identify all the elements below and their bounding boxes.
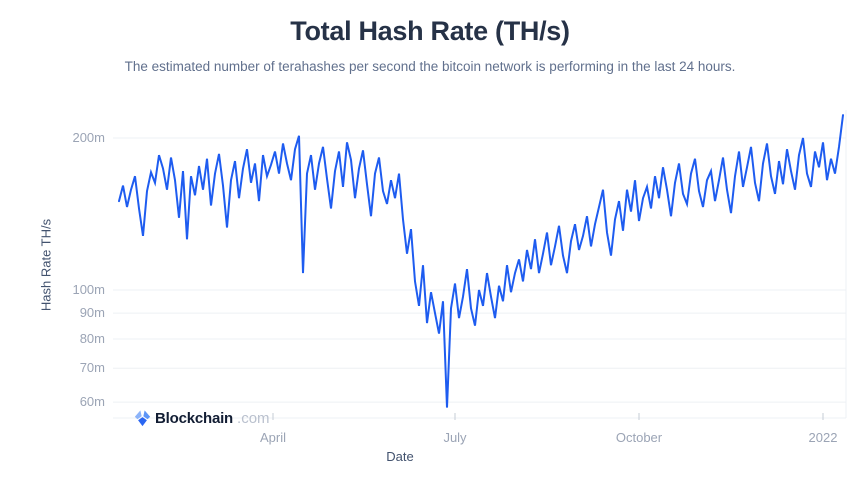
hashrate-line-series[interactable] (118, 114, 844, 408)
y-tick-label: 80m (79, 330, 105, 346)
y-tick-label: 90m (79, 305, 105, 321)
logo-suffix: .com (237, 409, 270, 427)
x-tick-label: July (443, 430, 467, 445)
x-tick-label: April (259, 430, 286, 445)
x-tick-label: October (615, 430, 663, 445)
y-tick-label: 100m (72, 282, 105, 298)
y-tick-label: 60m (79, 394, 105, 410)
page-title: Total Hash Rate (TH/s) (290, 16, 570, 46)
page-subtitle: The estimated number of terahashes per s… (124, 59, 736, 74)
x-tick-label: 2022 (808, 430, 838, 445)
blockchain-logo[interactable]: Blockchain .com (134, 408, 270, 428)
x-axis-title: Date (386, 449, 414, 464)
logo-text: Blockchain (155, 409, 234, 427)
blockchain-logo-icon (134, 410, 151, 427)
y-tick-label: 200m (72, 129, 105, 145)
y-tick-label: 70m (79, 360, 105, 376)
